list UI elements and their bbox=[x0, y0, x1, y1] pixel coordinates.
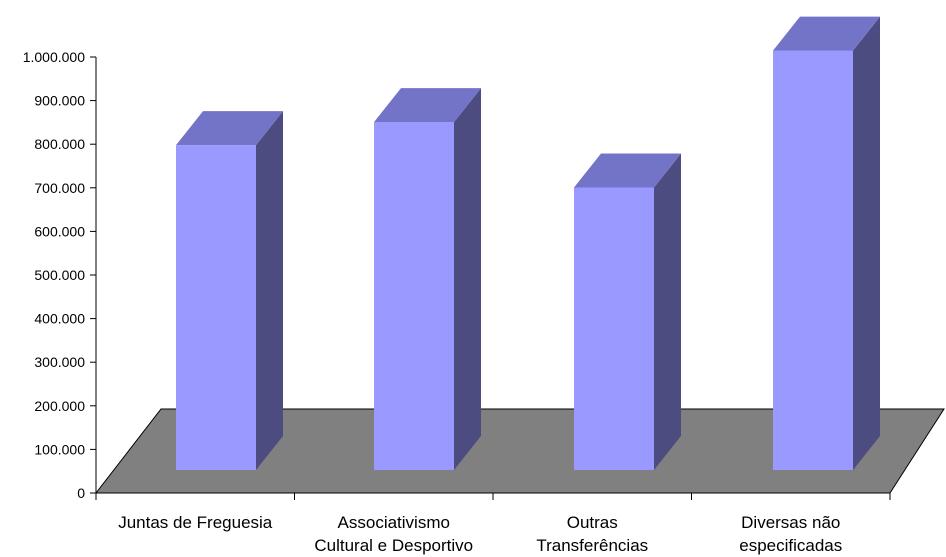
bars-layer bbox=[176, 16, 880, 471]
bar-front-face bbox=[374, 122, 454, 471]
bar-side-face bbox=[454, 88, 481, 471]
y-tick-label: 500.000 bbox=[34, 267, 85, 283]
bar-2 bbox=[374, 88, 481, 471]
chart-floor-layer bbox=[94, 408, 945, 494]
bar-side-face bbox=[654, 153, 681, 471]
y-tick-label: 600.000 bbox=[34, 223, 85, 239]
bar-top-face bbox=[773, 16, 880, 51]
bar-front-face bbox=[176, 145, 256, 470]
x-category-label: especificadas bbox=[739, 536, 842, 555]
bar-top-face bbox=[374, 88, 481, 123]
y-tick-label: 700.000 bbox=[34, 180, 85, 196]
bar-front-face bbox=[574, 187, 654, 471]
x-category-label: Juntas de Freguesia bbox=[118, 513, 273, 532]
bar-4 bbox=[773, 16, 880, 471]
x-category-label: Transferências bbox=[536, 536, 648, 555]
y-tick-label: 300.000 bbox=[34, 354, 85, 370]
x-category-label: Associativismo bbox=[338, 513, 450, 532]
y-tick-label: 100.000 bbox=[34, 441, 85, 457]
y-tick-label: 0 bbox=[77, 485, 85, 501]
axis-layer bbox=[90, 56, 891, 500]
y-tick-label: 1.000.000 bbox=[23, 49, 85, 65]
labels-layer: 0 100.000 200.000 300.000 400.000 500.000 600.… bbox=[23, 49, 843, 555]
bar-side-face bbox=[853, 16, 880, 471]
bar-front-face bbox=[773, 50, 853, 471]
bar-3 bbox=[574, 153, 681, 471]
x-category-label: Cultural e Desportivo bbox=[314, 536, 473, 555]
bar-top-face bbox=[176, 111, 283, 146]
y-tick-label: 900.000 bbox=[34, 93, 85, 109]
bar-side-face bbox=[256, 111, 283, 471]
x-category-label: Outras bbox=[567, 513, 618, 532]
bar-1 bbox=[176, 111, 283, 471]
y-tick-label: 400.000 bbox=[34, 311, 85, 327]
bar-top-face bbox=[574, 153, 681, 188]
x-category-label: Diversas não bbox=[741, 513, 840, 532]
y-tick-label: 200.000 bbox=[34, 398, 85, 414]
y-tick-label: 800.000 bbox=[34, 136, 85, 152]
chart-floor bbox=[94, 408, 945, 494]
